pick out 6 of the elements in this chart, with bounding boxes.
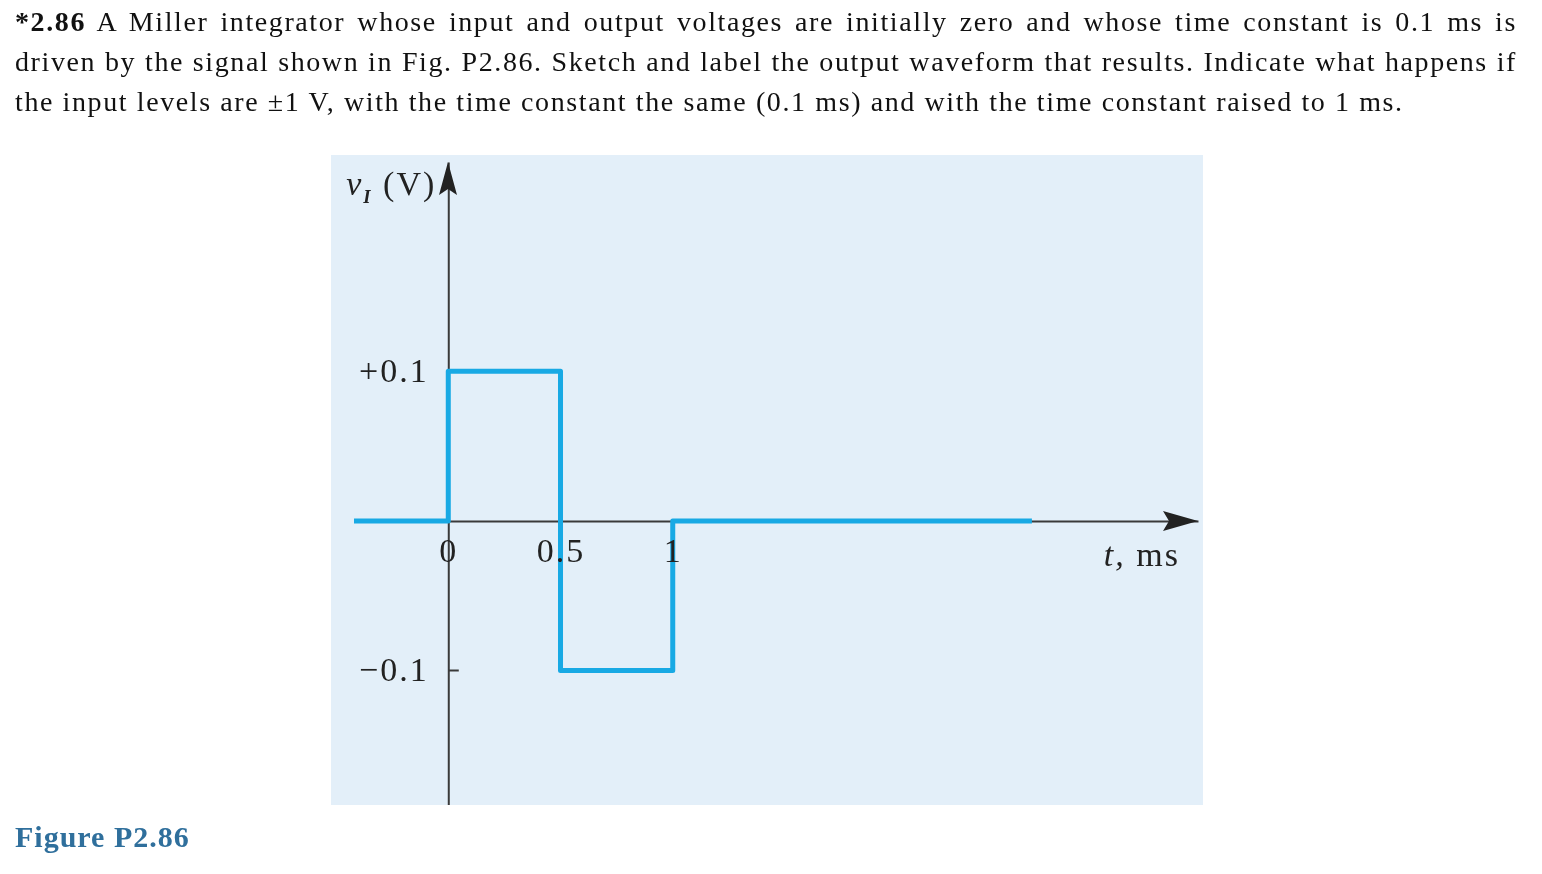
y-tick-label: +0.1 [359, 351, 429, 389]
y-axis-title: v$_{I}$ (V) [346, 164, 437, 208]
x-axis-title: t, ms [1103, 536, 1180, 574]
y-tick-label: −0.1 [359, 650, 429, 688]
chart-title: *2.86 A Miller integrator whose input and output voltages are initially zero and whose time constant is 0.1 ms is driven by the signal shown in Fig. P2.86. Sketch and label the output waveform that results. Indicate what happens if the input levels are ±1 V, with the time constant the same (0.1 ms) and with the time constant raised to 1 ms. [15, 5, 1517, 119]
caption: Figure P2.86 [15, 820, 190, 854]
